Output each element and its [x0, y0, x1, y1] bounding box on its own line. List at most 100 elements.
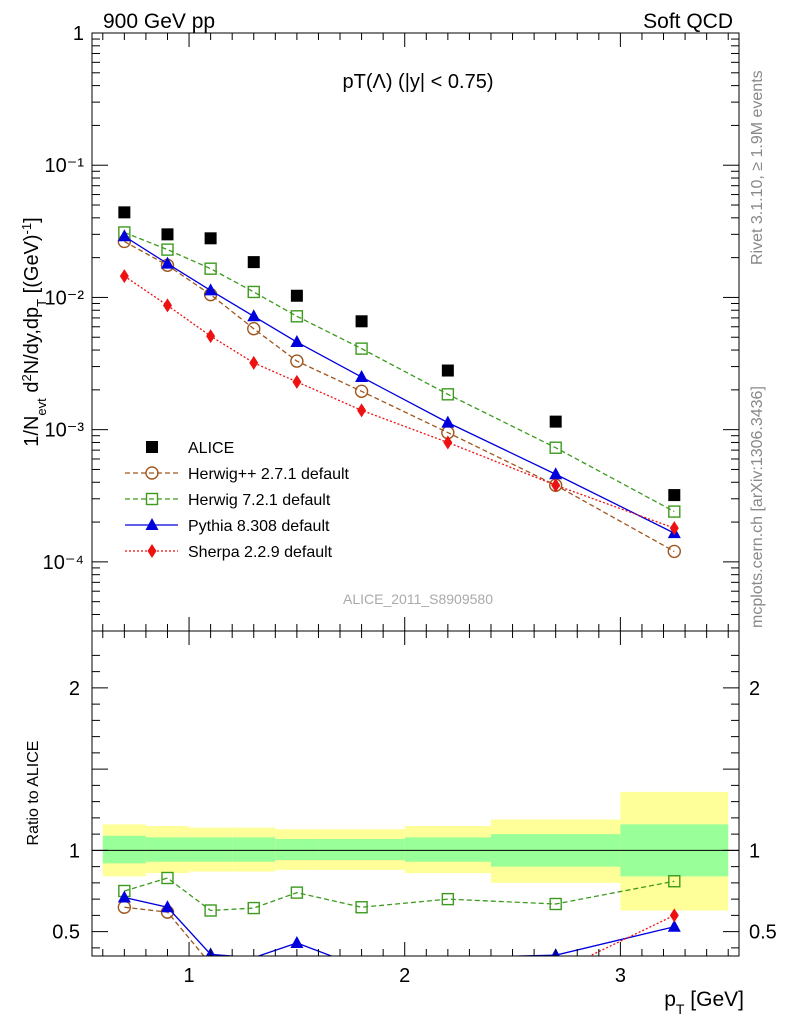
main-point-herwig-7-2-1-default [441, 388, 455, 401]
main-point-herwig-2-7-1-default [290, 354, 304, 368]
legend-label-sherpa-2-2-9-default: Sherpa 2.2.9 default [188, 544, 333, 561]
uncertainty-band-inner [318, 839, 405, 861]
legend-marker-herwig-7-2-1-default [145, 492, 159, 506]
ratio-y-axis-label: Ratio to ALICE [25, 741, 42, 846]
rivet-label: Rivet 3.1.10, ≥ 1.9M events [749, 70, 766, 265]
legend-marker-pythia-8-308-default [145, 518, 159, 530]
main-point-sherpa-2-2-9-default [206, 329, 216, 344]
analysis-watermark: ALICE_2011_S8909580 [343, 591, 493, 607]
main-line-herwig-7-2-1-default [124, 231, 675, 513]
main-point-alice [161, 228, 174, 241]
main-point-pythia-8-308-default [204, 283, 218, 296]
uncertainty-band-inner [404, 837, 491, 862]
main-line-herwig-2-7-1-default [124, 240, 675, 552]
main-point-alice [247, 256, 260, 269]
main-point-pythia-8-308-default [355, 370, 369, 383]
main-point-alice [668, 489, 681, 502]
main-point-herwig-7-2-1-default [161, 243, 174, 256]
x-tick-label: 1 [183, 965, 194, 987]
legend-label-alice: ALICE [188, 440, 234, 457]
main-point-sherpa-2-2-9-default [162, 298, 172, 313]
uncertainty-band-inner [102, 835, 146, 864]
main-point-sherpa-2-2-9-default [119, 269, 129, 284]
ratio-series [117, 871, 681, 956]
ratio-point-sherpa-2-2-9-default [669, 908, 679, 923]
x-tick-label: 2 [399, 965, 410, 987]
ratio-y-tick-label-right: 1 [749, 840, 760, 862]
ratio-point-herwig-7-2-1-default [290, 886, 304, 899]
ratio-line-herwig-7-2-1-default [124, 877, 675, 912]
x-axis-label: pT [GeV] [664, 988, 744, 1017]
mcplots-label: mcplots.cern.ch [arXiv:1306.3436] [749, 386, 766, 628]
plot-title: pT(Λ) (|y| < 0.75) [342, 71, 493, 93]
main-point-sherpa-2-2-9-default [292, 374, 302, 389]
main-point-pythia-8-308-default [441, 415, 455, 428]
main-point-pythia-8-308-default [290, 335, 304, 348]
main-point-sherpa-2-2-9-default [357, 403, 367, 418]
ratio-line-sherpa-2-2-9-default [588, 914, 675, 956]
legend-marker-herwig-2-7-1-default [145, 466, 159, 480]
main-point-alice [118, 206, 131, 219]
main-series [117, 206, 681, 559]
ratio-y-tick-label: 2 [69, 678, 80, 700]
main-point-pythia-8-308-default [160, 256, 174, 269]
uncertainty-band-inner [232, 837, 276, 862]
ratio-point-herwig-7-2-1-default [549, 897, 562, 911]
main-y-axis-label: 1/Nevt d2N/dy,dpT [(GeV)-1] [19, 217, 49, 446]
ratio-point-herwig-7-2-1-default [668, 875, 681, 888]
ratio-frame [91, 630, 740, 957]
header-left: 900 GeV pp [103, 10, 215, 33]
main-point-pythia-8-308-default [549, 467, 563, 480]
y-tick-label: 10⁻² [45, 287, 85, 309]
main-point-herwig-7-2-1-default [247, 285, 260, 299]
main-point-herwig-2-7-1-default [667, 544, 681, 559]
ratio-point-pythia-8-308-default [290, 936, 304, 948]
ratio-point-herwig-7-2-1-default [355, 901, 368, 914]
main-point-herwig-7-2-1-default [204, 262, 217, 275]
main-frame [91, 32, 740, 632]
legend-label-herwig-7-2-1-default: Herwig 7.2.1 default [188, 492, 331, 509]
main-point-herwig-2-7-1-default [354, 384, 369, 399]
ratio-y-tick-label-right: 2 [749, 678, 760, 700]
main-line-sherpa-2-2-9-default [123, 275, 675, 529]
ratio-point-pythia-8-308-default [667, 919, 681, 932]
uncertainty-band-inner [275, 839, 319, 861]
header-right: Soft QCD [643, 10, 733, 33]
main-point-sherpa-2-2-9-default [669, 521, 679, 536]
y-tick-label: 10⁻⁴ [43, 552, 84, 574]
main-point-herwig-7-2-1-default [549, 441, 562, 454]
y-tick-label: 10⁻³ [45, 420, 85, 442]
ratio-bands [102, 791, 729, 911]
main-point-herwig-2-7-1-default [247, 322, 261, 336]
main-point-herwig-7-2-1-default [355, 342, 368, 355]
ratio-point-herwig-7-2-1-default [441, 892, 455, 906]
ratio-line-pythia-8-308-default [124, 896, 675, 956]
main-point-pythia-8-308-default [117, 229, 131, 242]
main-point-sherpa-2-2-9-default [443, 435, 453, 450]
ratio-point-herwig-7-2-1-default [247, 901, 260, 915]
legend: ALICE Herwig++ 2.7.1 default Herwig 7.2.1 … [125, 440, 350, 561]
main-line-pythia-8-308-default [124, 235, 675, 534]
main-point-alice [290, 289, 303, 302]
main-point-sherpa-2-2-9-default [551, 478, 561, 493]
main-point-alice [549, 415, 562, 428]
main-point-sherpa-2-2-9-default [249, 355, 259, 370]
axis-tick-labels: 1 2 3 10⁻⁴ 10⁻³ 10⁻² 10⁻¹ 1 0.5 0.5 1 1 2 2 [43, 23, 777, 987]
x-tick-label: 3 [615, 965, 626, 987]
legend-marker-sherpa-2-2-9-default [147, 544, 157, 558]
ratio-point-pythia-8-308-default [160, 900, 174, 913]
main-point-alice [204, 232, 217, 245]
ratio-y-tick-label-right: 0.5 [749, 922, 777, 944]
legend-marker-alice [146, 441, 158, 453]
axis-ticks [92, 32, 739, 956]
main-point-pythia-8-308-default [247, 309, 261, 322]
uncertainty-band-inner [145, 837, 190, 862]
legend-label-herwig-2-7-1-default: Herwig++ 2.7.1 default [188, 466, 350, 483]
main-point-alice [355, 315, 368, 328]
legend-label-pythia-8-308-default: Pythia 8.308 default [188, 518, 330, 535]
main-point-herwig-7-2-1-default [290, 310, 304, 323]
main-point-alice [441, 364, 454, 377]
main-point-herwig-7-2-1-default [668, 505, 681, 518]
